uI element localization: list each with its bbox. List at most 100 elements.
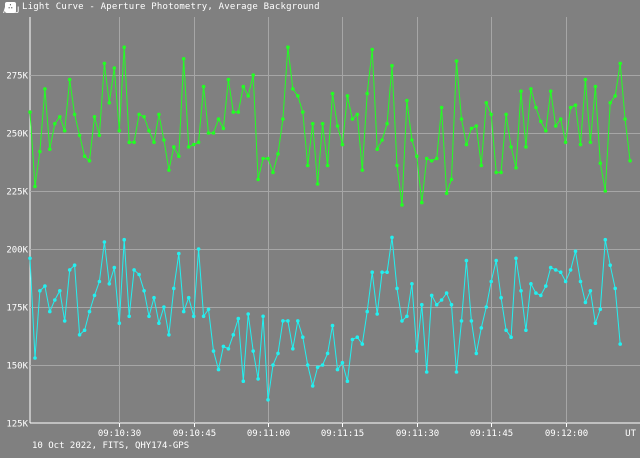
- data-point: [296, 94, 300, 98]
- data-point: [38, 289, 42, 293]
- data-point: [172, 286, 176, 291]
- data-point: [375, 147, 380, 151]
- data-point: [420, 200, 424, 205]
- x-tick-label: 09:11:00: [247, 429, 290, 439]
- data-point: [484, 101, 489, 105]
- data-point: [305, 163, 310, 168]
- y-tick-label: 125K: [6, 420, 28, 430]
- data-point: [509, 145, 513, 149]
- data-point: [563, 279, 568, 284]
- data-point: [618, 342, 622, 346]
- data-point: [608, 101, 612, 105]
- data-point: [355, 335, 360, 340]
- data-point: [320, 363, 325, 367]
- data-point: [474, 124, 479, 128]
- data-point: [226, 347, 231, 351]
- data-point: [529, 282, 533, 286]
- data-point: [107, 101, 112, 105]
- data-point: [370, 47, 375, 52]
- data-point: [122, 45, 126, 49]
- data-point: [305, 363, 310, 367]
- x-tick-label: 09:11:15: [321, 429, 364, 439]
- data-point: [429, 293, 434, 298]
- data-point: [340, 142, 345, 147]
- data-point: [548, 265, 553, 270]
- data-point: [509, 335, 513, 340]
- data-point: [400, 203, 404, 207]
- data-point: [568, 268, 573, 272]
- data-point: [330, 91, 335, 96]
- data-point: [256, 177, 260, 182]
- data-point: [583, 77, 588, 82]
- data-point: [459, 117, 464, 121]
- series-2: [28, 235, 622, 402]
- data-point: [494, 170, 499, 175]
- data-point: [345, 379, 350, 384]
- data-point: [434, 156, 439, 161]
- data-point: [494, 258, 499, 263]
- data-point: [360, 342, 365, 346]
- data-point: [241, 84, 246, 89]
- data-point: [568, 105, 573, 110]
- data-point: [603, 237, 608, 242]
- data-point: [439, 298, 444, 302]
- data-point: [613, 94, 617, 98]
- data-point: [558, 117, 563, 121]
- data-point: [43, 87, 47, 91]
- data-point: [544, 128, 548, 133]
- data-point: [623, 117, 627, 121]
- data-point: [122, 237, 126, 242]
- data-point: [499, 170, 503, 175]
- data-point: [514, 166, 518, 170]
- y-tick-label: 150K: [6, 362, 28, 372]
- data-point: [231, 333, 236, 337]
- data-point: [271, 170, 275, 175]
- data-point: [598, 307, 603, 312]
- data-point: [296, 319, 300, 323]
- window-title: Light Curve - Aperture Photometry, Avera…: [22, 2, 320, 12]
- data-point: [608, 263, 612, 268]
- data-point: [449, 302, 454, 307]
- data-point: [147, 314, 151, 319]
- data-point: [241, 379, 246, 384]
- data-point: [48, 309, 52, 314]
- data-point: [420, 302, 424, 307]
- data-point: [38, 149, 42, 154]
- data-point: [286, 319, 290, 323]
- data-point: [464, 258, 469, 263]
- chart-series: [28, 45, 632, 402]
- footer-info: 10 Oct 2022, FITS, QHY174-GPS: [32, 441, 190, 451]
- data-point: [172, 145, 176, 149]
- data-point: [67, 268, 72, 272]
- data-point: [370, 270, 375, 275]
- data-point: [444, 291, 449, 295]
- data-point: [53, 298, 57, 302]
- x-tick-label: 09:12:00: [545, 429, 588, 439]
- data-point: [127, 314, 131, 319]
- data-point: [573, 103, 578, 107]
- data-point: [613, 286, 617, 291]
- data-point: [28, 256, 32, 261]
- data-point: [231, 110, 236, 114]
- data-point: [335, 124, 340, 128]
- data-point: [216, 117, 221, 121]
- data-point: [201, 314, 206, 319]
- data-point: [157, 321, 161, 326]
- data-point: [588, 140, 593, 145]
- x-tick-label: 09:11:45: [470, 429, 513, 439]
- data-point: [92, 293, 97, 298]
- data-point: [628, 159, 632, 163]
- data-point: [310, 121, 315, 126]
- data-point: [504, 328, 508, 333]
- data-point: [524, 145, 528, 149]
- data-point: [48, 147, 52, 151]
- data-point: [519, 289, 523, 293]
- data-point: [434, 302, 439, 307]
- data-point: [206, 307, 211, 312]
- data-point: [112, 265, 117, 270]
- data-point: [33, 184, 37, 189]
- y-tick-label: 275K: [6, 72, 28, 82]
- data-point: [489, 112, 494, 117]
- data-point: [395, 163, 399, 168]
- data-point: [167, 333, 171, 337]
